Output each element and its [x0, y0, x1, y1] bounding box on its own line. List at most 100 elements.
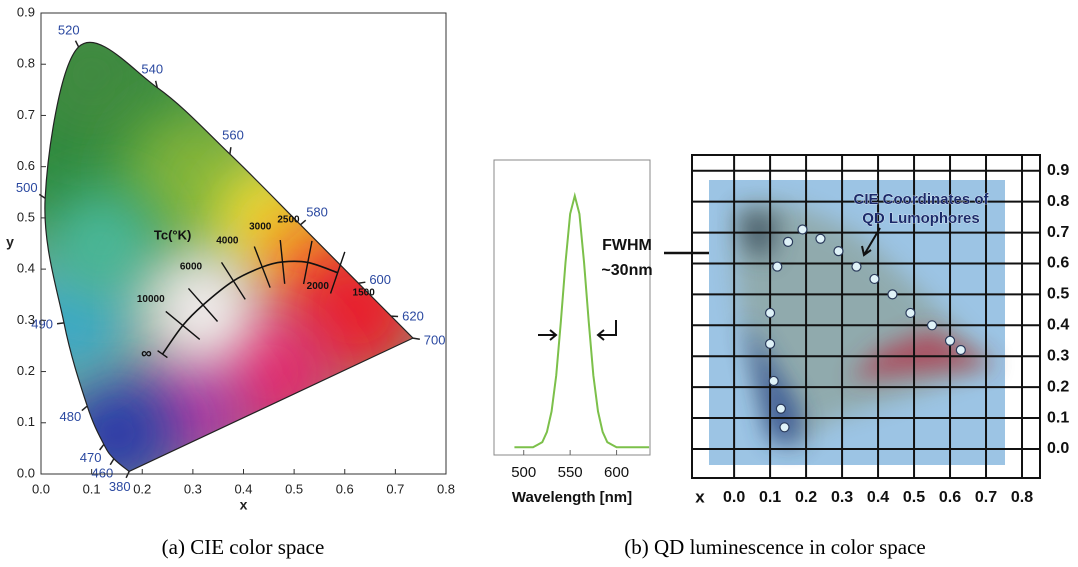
y-tick-label: 0.3	[17, 312, 35, 327]
y-tick-label: 0.1	[17, 414, 35, 429]
wavelength-label: 560	[222, 128, 244, 143]
wavelength-label: 470	[80, 450, 102, 465]
wavelength-label: 700	[424, 332, 446, 347]
gamut-blob	[148, 255, 258, 366]
x-tick-label: 0.1	[83, 481, 101, 496]
spectral-locus	[44, 41, 414, 473]
locus-tick	[74, 40, 80, 48]
temperature-label: 2000	[307, 281, 330, 292]
temperature-label: 6000	[180, 262, 203, 273]
y-tick-label: 0.1	[1047, 409, 1069, 426]
y-tick-label: 0.7	[1047, 224, 1069, 241]
qd-point	[764, 338, 776, 349]
y-tick-label: 0.6	[17, 158, 35, 173]
locus-tick	[229, 147, 232, 155]
locus-tick	[56, 322, 65, 325]
isotemperature-line	[302, 240, 313, 285]
qd-point	[768, 375, 779, 387]
qd-point	[775, 403, 786, 414]
x-tick-label: 0.4	[867, 489, 889, 506]
temperature-label: 2500	[277, 215, 300, 226]
qd-annotation: CIE Coordinates of	[853, 191, 989, 208]
qd-point	[926, 320, 938, 331]
wavelength-label: 460	[92, 466, 114, 481]
fwhm-annotation: FWHM	[602, 237, 652, 254]
x-tick-label: 500	[511, 464, 536, 481]
x-tick-label: 550	[558, 464, 583, 481]
locus-tick	[358, 281, 366, 284]
y-tick-label: 0.2	[17, 363, 35, 378]
planckian-locus	[161, 260, 338, 355]
wavelength-label: 520	[58, 22, 80, 37]
qd-point	[764, 307, 776, 319]
x-tick-label: 0.5	[903, 489, 925, 506]
x-axis-label: x	[240, 497, 248, 513]
x-tick-label: 0.1	[759, 489, 781, 506]
x-tick-label: 0.8	[1011, 489, 1033, 506]
plot-frame	[691, 154, 1041, 479]
locus-tick	[412, 337, 420, 340]
y-tick-label: 0.4	[1047, 317, 1069, 334]
isotemperature-line	[279, 239, 286, 284]
gamut-blob	[56, 373, 177, 472]
temperature-label: 10000	[137, 294, 165, 305]
temperature-label: 4000	[216, 236, 239, 247]
wavelength-label: 480	[59, 409, 81, 424]
temperature-label: ∞	[141, 345, 152, 362]
y-tick-label: 0.5	[17, 209, 35, 224]
wavelength-label: 600	[369, 272, 391, 287]
wavelength-label: 540	[141, 62, 163, 77]
qd-point	[905, 307, 916, 319]
locus-tick	[38, 193, 46, 199]
x-tick-label: 0.6	[336, 481, 354, 496]
qd-point	[782, 236, 794, 247]
wavelength-label: 500	[16, 180, 38, 195]
qd-arrow	[861, 227, 881, 257]
qd-point	[869, 273, 880, 285]
locus-tick	[109, 458, 115, 466]
x-tick-label: 0.6	[939, 489, 961, 506]
y-tick-label: 0.5	[1047, 286, 1069, 303]
y-tick-label: 0.8	[1047, 193, 1069, 210]
qd-point	[851, 261, 862, 272]
x-tick-label: 0.0	[32, 481, 50, 496]
qd-point	[944, 335, 956, 346]
locus-tick	[99, 443, 105, 451]
fwhm-arrow	[596, 320, 617, 341]
qd-point	[797, 224, 808, 235]
qd-point	[833, 246, 844, 257]
y-tick-label: 0.8	[17, 56, 35, 71]
x-tick-label: 0.7	[386, 481, 404, 496]
qd-point	[815, 233, 826, 244]
isotemperature-line	[187, 287, 219, 322]
isotemperature-line	[165, 310, 201, 340]
x-tick-label: 0.8	[437, 481, 455, 496]
caption: (b) QD luminescence in color space	[624, 535, 925, 559]
y-tick-label: 0.0	[17, 465, 35, 480]
caption: (a) CIE color space	[162, 535, 325, 559]
y-tick-label: 0.6	[1047, 255, 1069, 272]
qd-point	[955, 344, 966, 356]
y-tick-label: 0.7	[17, 107, 35, 122]
qd-point	[887, 289, 898, 300]
y-tick-label: 0.3	[1047, 347, 1069, 364]
y-tick-label: 0.9	[17, 4, 35, 19]
plot-frame	[493, 159, 651, 456]
x-tick-label: 0.2	[795, 489, 817, 506]
qd-point	[779, 422, 790, 433]
x-axis-label: Wavelength [nm]	[512, 489, 632, 506]
x-tick-label: 0.4	[234, 481, 252, 496]
fwhm-annotation: ~30nm	[601, 262, 652, 279]
temperature-label: 3000	[249, 222, 272, 233]
wavelength-label: 620	[402, 309, 424, 324]
locus-tick	[299, 219, 307, 226]
y-tick-label: 0.4	[17, 261, 35, 276]
qd-annotation: QD Lumophores	[862, 210, 980, 227]
y-tick-label: 0.2	[1047, 378, 1069, 395]
spectrum-line	[514, 191, 650, 449]
qd-point	[772, 261, 783, 272]
x-axis-label: x	[695, 487, 705, 506]
locus-tick	[125, 471, 130, 479]
x-tick-label: 600	[604, 464, 629, 481]
